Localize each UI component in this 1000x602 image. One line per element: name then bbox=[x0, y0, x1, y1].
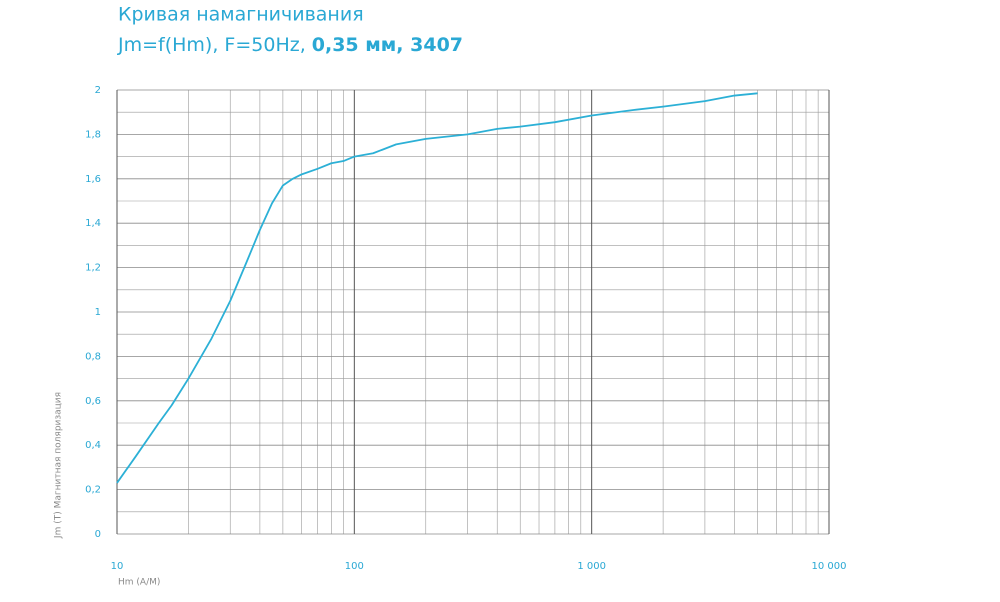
x-axis-title: Hm (A/M) bbox=[118, 578, 160, 588]
data-line bbox=[116, 92, 758, 484]
y-tick-label: 0,4 bbox=[85, 440, 101, 451]
y-tick-label: 1,8 bbox=[85, 129, 101, 140]
y-tick-label: 1,6 bbox=[85, 174, 101, 185]
subtitle-bold: 0,35 мм, 3407 bbox=[312, 34, 463, 56]
y-tick-label: 0,6 bbox=[85, 396, 101, 407]
x-tick-label: 10 000 bbox=[812, 561, 847, 572]
y-axis-title: Jm (T) Магнитная поляризация bbox=[54, 392, 64, 539]
x-tick-label: 10 bbox=[111, 561, 124, 572]
y-tick-label: 0,8 bbox=[85, 351, 101, 362]
chart-title: Кривая намагничивания bbox=[118, 4, 364, 26]
y-tick-label: 1 bbox=[95, 307, 101, 318]
y-tick-label: 2 bbox=[95, 85, 101, 96]
chart-subtitle: Jm=f(Hm), F=50Hz, 0,35 мм, 3407 bbox=[117, 34, 463, 56]
y-tick-label: 1,2 bbox=[85, 263, 101, 274]
y-tick-label: 0 bbox=[95, 529, 101, 540]
x-tick-label: 100 bbox=[345, 561, 364, 572]
y-tick-label: 0,2 bbox=[85, 485, 101, 496]
subtitle-part: Jm=f(Hm), F=50Hz, bbox=[117, 34, 306, 56]
x-tick-label: 1 000 bbox=[577, 561, 606, 572]
y-tick-label: 1,4 bbox=[85, 218, 101, 229]
